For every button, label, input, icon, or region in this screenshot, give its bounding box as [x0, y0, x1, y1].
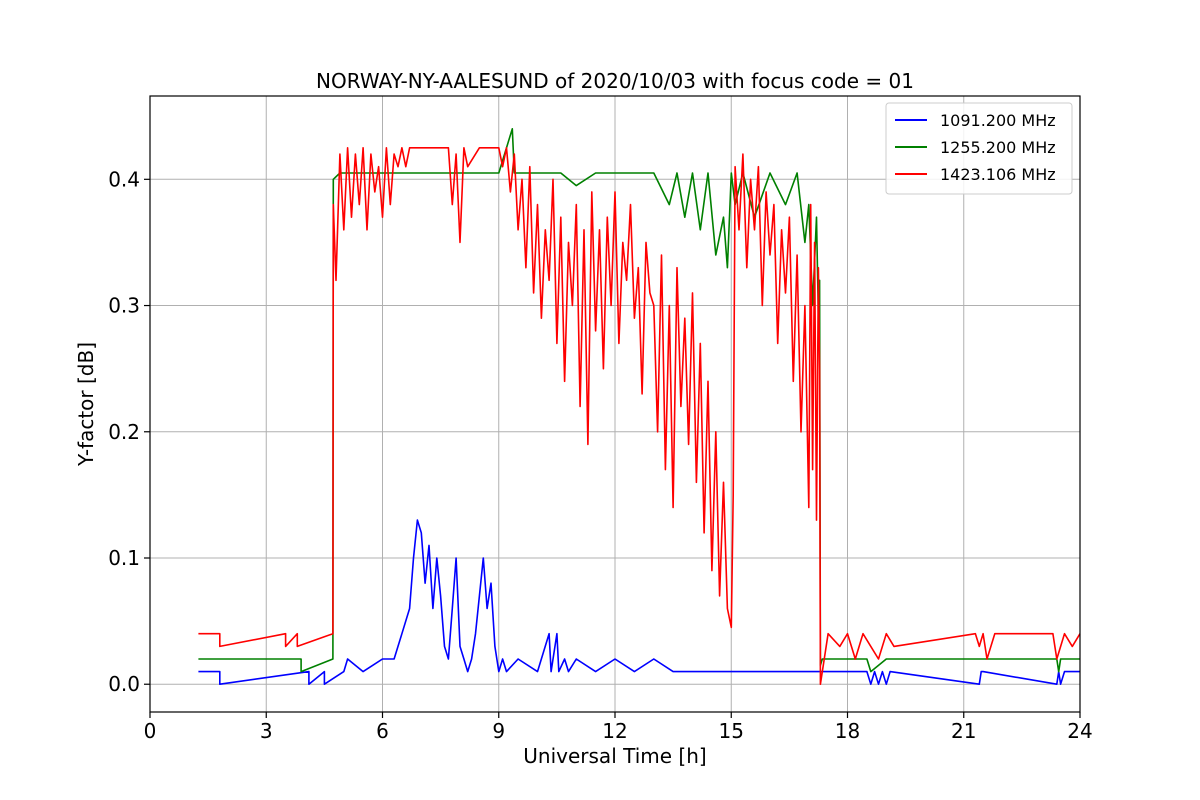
legend: 1091.200 MHz 1255.200 MHz 1423.106 MHz	[885, 102, 1073, 195]
chart-title: NORWAY-NY-AALESUND of 2020/10/03 with fo…	[316, 69, 914, 93]
x-tick-label: 3	[260, 719, 273, 743]
y-tick-label: 0.4	[108, 167, 140, 191]
x-tick-label: 15	[719, 719, 744, 743]
x-axis: 0 3 6 9 12 15 18 21 24	[144, 712, 1093, 743]
y-tick-label: 0.0	[108, 672, 140, 696]
x-axis-label: Universal Time [h]	[523, 744, 706, 768]
legend-box	[885, 102, 1073, 195]
x-tick-label: 24	[1067, 719, 1092, 743]
y-tick-label: 0.2	[108, 420, 140, 444]
series-line-2	[198, 128, 1080, 673]
x-tick-label: 18	[835, 719, 860, 743]
y-axis-label: Y-factor [dB]	[74, 342, 98, 467]
y-axis: 0.0 0.1 0.2 0.3 0.4	[108, 167, 150, 696]
legend-label: 1423.106 MHz	[940, 165, 1056, 184]
x-tick-label: 0	[144, 719, 157, 743]
series-line-3	[198, 147, 1081, 686]
series-line-1	[198, 519, 1080, 686]
legend-label: 1091.200 MHz	[940, 111, 1056, 130]
x-tick-label: 6	[376, 719, 389, 743]
y-tick-label: 0.1	[108, 546, 140, 570]
legend-label: 1255.200 MHz	[940, 138, 1056, 157]
x-tick-label: 12	[602, 719, 627, 743]
series-group	[198, 128, 1081, 686]
x-tick-label: 21	[951, 719, 976, 743]
x-tick-label: 9	[492, 719, 505, 743]
y-tick-label: 0.3	[108, 294, 140, 318]
